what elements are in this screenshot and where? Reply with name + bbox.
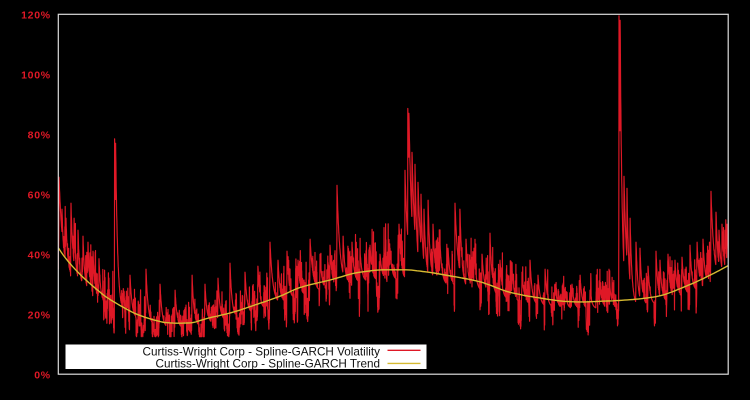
svg-text:60%: 60% <box>28 190 51 202</box>
svg-text:100%: 100% <box>21 70 51 82</box>
svg-text:Curtiss-Wright Corp - Spline-G: Curtiss-Wright Corp - Spline-GARCH Trend <box>156 358 381 371</box>
svg-text:20%: 20% <box>28 310 51 322</box>
svg-text:80%: 80% <box>28 130 51 142</box>
svg-text:Curtiss-Wright Corp - Spline-G: Curtiss-Wright Corp - Spline-GARCH Volat… <box>143 346 381 359</box>
svg-text:120%: 120% <box>21 10 51 22</box>
svg-text:0%: 0% <box>34 370 51 382</box>
svg-text:40%: 40% <box>28 250 51 262</box>
